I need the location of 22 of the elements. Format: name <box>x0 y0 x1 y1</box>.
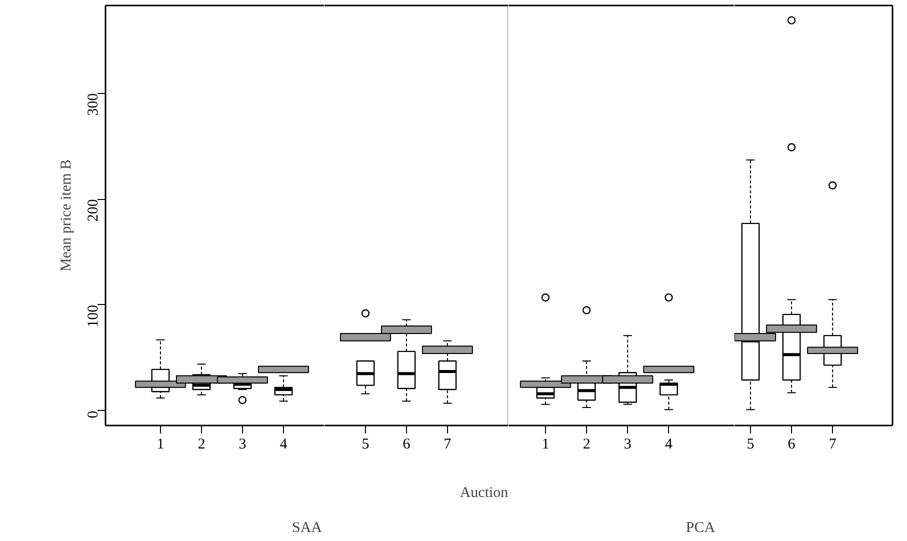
y-tick-label: 200 <box>86 199 102 222</box>
x-tick-label: 7 <box>444 436 452 452</box>
x-tick-label: 2 <box>582 436 590 452</box>
x-tick-label: 5 <box>362 436 370 452</box>
y-axis-title: Mean price item B <box>58 159 74 272</box>
x-tick-label: 1 <box>542 436 550 452</box>
x-tick-label: 3 <box>238 436 246 452</box>
text: SAA <box>292 520 322 536</box>
x-tick-label: 6 <box>402 436 411 452</box>
x-tick-label: 1 <box>156 436 164 452</box>
x-tick-label: 4 <box>280 436 288 452</box>
x-tick-label: 3 <box>624 436 632 452</box>
x-tick-label: 7 <box>828 436 837 452</box>
y-tick-label: 100 <box>86 304 102 328</box>
x-tick-label: 4 <box>665 436 674 452</box>
x-axis-title: Auction <box>460 485 509 502</box>
text: PCA <box>686 520 716 536</box>
y-tick-label: 300 <box>86 93 102 116</box>
x-tick-label: 6 <box>788 436 796 452</box>
x-tick-label: 5 <box>746 436 754 452</box>
y-tick-label: 0 <box>86 410 102 418</box>
x-tick-label: 2 <box>198 436 206 452</box>
